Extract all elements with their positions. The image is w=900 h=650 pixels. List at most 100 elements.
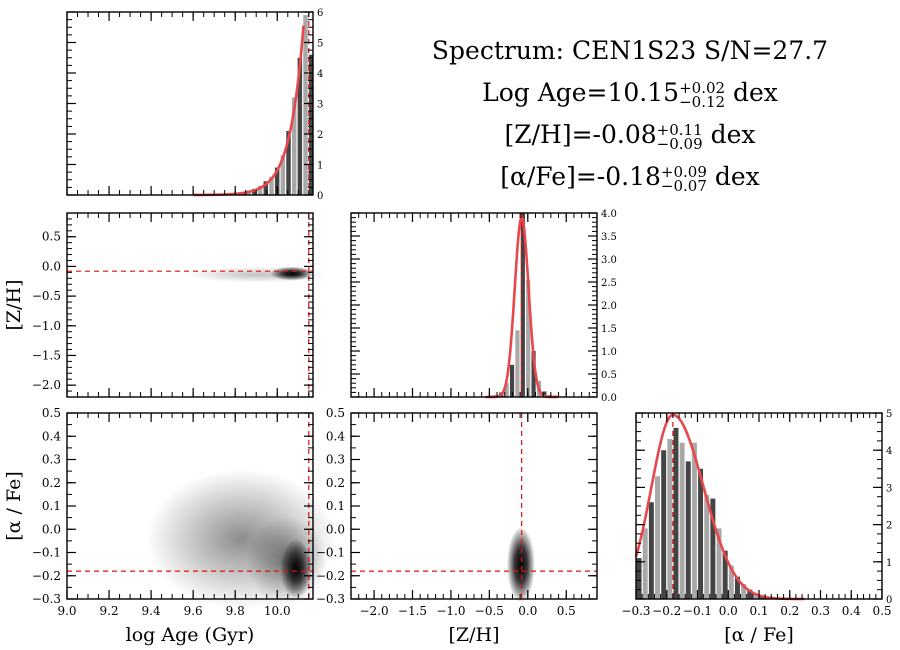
x-tick-label: 9.4 xyxy=(142,604,161,618)
x-tick-label: −1.5 xyxy=(398,604,427,618)
y-tick-label: −0.3 xyxy=(316,592,345,606)
histogram-bar xyxy=(515,330,520,397)
afe-unit: dex xyxy=(714,162,760,191)
y-tick-label: 0.5 xyxy=(601,370,617,381)
histogram-bar xyxy=(679,442,685,599)
afe-vs-zh-panel: −2.0 −1.5 −1.0 −0.5 0.0 0.5 −0.3 −0.2 −0.1 0.0 0.1… xyxy=(316,406,598,646)
x-tick-label: −0.1 xyxy=(683,604,712,618)
zh-error-down: −0.09 xyxy=(656,134,703,153)
y-tick-label: 0.1 xyxy=(42,499,61,513)
afe-histogram-panel: −0.3 −0.2 −0.1 0.0 0.1 0.2 0.3 0.4 0.50 1 2 3 4 5 [α /… xyxy=(621,409,892,646)
y-tick-label: 0.1 xyxy=(326,499,345,513)
age-error-down: −0.12 xyxy=(679,92,726,111)
histogram-bar xyxy=(257,185,263,195)
afe-error-up: +0.09 xyxy=(660,162,707,181)
histogram-bar xyxy=(286,130,291,195)
x-tick-label: 9.8 xyxy=(226,604,245,618)
histogram-bar xyxy=(636,558,642,599)
x-tick-label: 9.6 xyxy=(184,604,203,618)
axes-frame xyxy=(66,212,314,398)
age-errors: +0.02 −0.12 xyxy=(679,80,726,111)
y-tick-label: 4 xyxy=(317,69,323,80)
y-tick-label: 0.2 xyxy=(42,476,61,490)
y-tick-label: 0.5 xyxy=(326,406,345,420)
zh-result: [Z/H]=-0.08 +0.11 −0.09 dex xyxy=(400,114,860,156)
y-tick-label: 6 xyxy=(317,8,323,19)
histogram-bar xyxy=(741,584,747,599)
y-tick-label: 3 xyxy=(317,100,323,111)
histogram-bar xyxy=(274,167,280,195)
y-tick-label: −0.2 xyxy=(316,569,345,583)
y-tick-label: −0.3 xyxy=(32,592,61,606)
axes-frame xyxy=(66,11,314,196)
histogram-bar xyxy=(642,528,648,599)
histogram-bar xyxy=(698,468,704,599)
age-value: Log Age=10.15 xyxy=(482,78,680,107)
histogram-bar xyxy=(520,213,525,397)
x-tick-label: 9.2 xyxy=(100,604,119,618)
y-tick-label: 0.5 xyxy=(42,406,61,420)
histogram-bar xyxy=(526,279,531,397)
y-tick-label: 5 xyxy=(317,39,323,50)
histogram-bar xyxy=(648,502,654,599)
histogram-bar xyxy=(691,442,697,599)
x-axis-label: log Age (Gyr) xyxy=(126,624,255,646)
age-unit: dex xyxy=(733,78,778,107)
x-tick-label: 9.0 xyxy=(57,604,76,618)
y-tick-label: −1.0 xyxy=(32,319,61,333)
x-tick-label: 0.2 xyxy=(780,604,799,618)
y-tick-label: 0.4 xyxy=(42,429,61,443)
y-axis-label: [α / Fe] xyxy=(3,471,25,541)
afe-result: [α/Fe]=-0.18 +0.09 −0.07 dex xyxy=(400,156,860,198)
histogram-bar xyxy=(509,364,515,397)
histogram-bar xyxy=(716,528,722,599)
y-tick-label: 5 xyxy=(886,409,892,420)
histogram-bar xyxy=(722,550,728,599)
axes-frame xyxy=(350,212,598,398)
y-tick-label: 1.5 xyxy=(601,324,617,335)
x-axis-label: [α / Fe] xyxy=(724,624,794,646)
y-tick-label: 2.0 xyxy=(601,301,617,312)
y-tick-label: 2 xyxy=(317,130,323,141)
y-tick-label: 0 xyxy=(886,595,892,606)
y-tick-label: 1.0 xyxy=(601,347,617,358)
histogram-bar xyxy=(735,576,740,599)
y-tick-label: 4 xyxy=(886,446,892,457)
zh-unit: dex xyxy=(710,120,756,149)
y-tick-label: −0.1 xyxy=(316,546,345,560)
histogram-bar xyxy=(667,439,673,599)
histogram-bar xyxy=(308,54,314,196)
y-tick-label: 2.5 xyxy=(601,278,617,289)
x-tick-label: 10.0 xyxy=(264,604,291,618)
y-tick-label: 0.0 xyxy=(601,393,617,404)
density-core xyxy=(269,266,314,281)
histogram-bar xyxy=(753,593,759,599)
axes-frame xyxy=(635,412,883,600)
y-tick-label: 0.4 xyxy=(326,429,345,443)
histogram-bar xyxy=(710,498,716,599)
histogram-bar xyxy=(704,494,710,599)
y-tick-label: 0.3 xyxy=(42,453,61,467)
x-tick-label: 0.5 xyxy=(557,604,576,618)
histogram-bar xyxy=(655,476,660,599)
afe-errors: +0.09 −0.07 xyxy=(660,162,707,193)
histogram-bar xyxy=(297,57,303,195)
x-tick-label: −2.0 xyxy=(359,604,388,618)
histogram-bar xyxy=(504,383,509,397)
y-tick-label: 1 xyxy=(317,161,323,172)
y-tick-label: 4.0 xyxy=(601,209,617,220)
age-result: Log Age=10.15 +0.02 −0.12 dex xyxy=(400,72,860,114)
zh-value: [Z/H]=-0.08 xyxy=(504,120,657,149)
x-tick-label: 0.0 xyxy=(518,604,537,618)
zh-histogram-panel: 0.0 0.5 1.0 1.5 2.0 2.5 3.0 3.5 4.0 xyxy=(350,209,617,404)
x-tick-label: 0.3 xyxy=(811,604,830,618)
histogram-bar xyxy=(263,181,269,195)
histogram-bar xyxy=(269,176,274,195)
histogram-bar xyxy=(280,155,286,195)
histogram-bar xyxy=(673,427,679,599)
y-tick-label: −1.5 xyxy=(32,348,61,362)
y-tick-label: 0.0 xyxy=(42,259,61,273)
y-tick-label: −0.5 xyxy=(32,289,61,303)
y-tick-label: 0.3 xyxy=(326,453,345,467)
